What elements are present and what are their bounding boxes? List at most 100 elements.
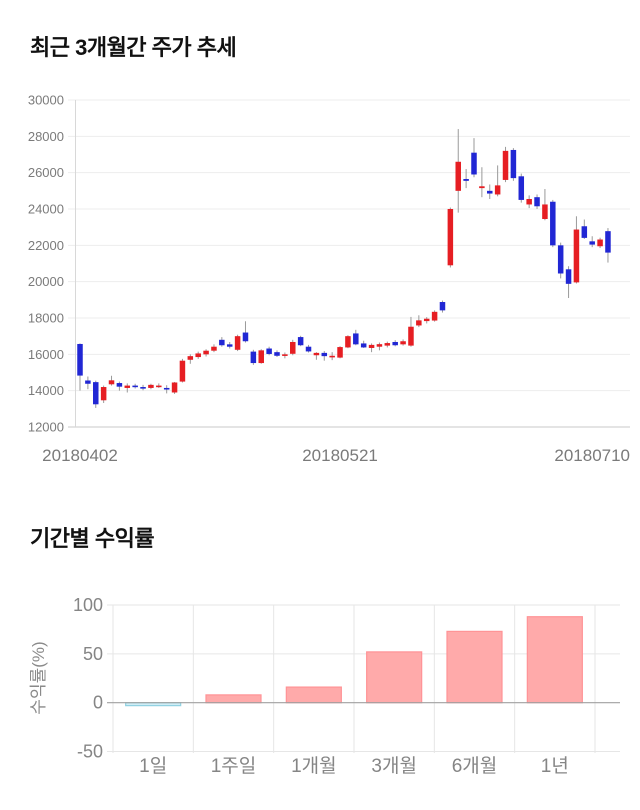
candle-up xyxy=(124,385,131,388)
candle-up xyxy=(203,350,209,355)
candle-down xyxy=(439,302,446,311)
candle-down xyxy=(226,344,233,347)
candle-up xyxy=(148,384,154,388)
candle-up xyxy=(329,355,335,358)
y-axis-tick-label: 100 xyxy=(73,595,103,615)
candle-down xyxy=(550,201,556,246)
candle-up xyxy=(573,229,580,283)
candle-down xyxy=(140,387,146,389)
candle-up xyxy=(187,356,194,360)
candle-down xyxy=(392,341,398,346)
candle-up xyxy=(455,161,461,191)
candle-up xyxy=(542,204,548,219)
y-axis-tick-label: 24000 xyxy=(28,202,64,217)
candle-down xyxy=(305,346,312,352)
candle-down xyxy=(534,197,540,207)
y-axis-tick-label: 16000 xyxy=(28,347,64,362)
candle-down xyxy=(463,179,469,181)
candle-up xyxy=(416,320,422,326)
candle-down xyxy=(471,152,477,175)
candle-up xyxy=(100,387,107,401)
y-axis-tick-label: 14000 xyxy=(28,383,64,398)
candle-down xyxy=(360,343,367,348)
candle-down xyxy=(487,190,493,194)
y-axis-tick-label: 18000 xyxy=(28,311,64,326)
candle-up xyxy=(368,344,375,348)
return-bar xyxy=(366,651,423,704)
return-bar xyxy=(526,616,583,704)
candle-up xyxy=(400,341,406,345)
candle-up xyxy=(258,350,264,364)
x-axis-category-label: 1주일 xyxy=(211,755,257,777)
x-axis-category-label: 6개월 xyxy=(452,755,498,777)
candle-down xyxy=(77,343,83,376)
return-bar xyxy=(205,694,262,704)
y-axis-tick-label: 26000 xyxy=(28,165,64,180)
candle-up xyxy=(313,352,320,356)
y-axis-tick-label: 12000 xyxy=(28,420,64,435)
candle-down xyxy=(242,332,249,342)
candle-down xyxy=(250,351,257,364)
x-axis-category-label: 1일 xyxy=(139,755,167,777)
candle-down xyxy=(565,269,572,284)
candle-up xyxy=(171,382,178,393)
x-axis-category-label: 1년 xyxy=(541,755,569,777)
candle-down xyxy=(132,385,138,388)
candle-up xyxy=(290,341,296,354)
price-chart-title: 최근 3개월간 주가 추세 xyxy=(30,35,237,60)
candle-up xyxy=(282,354,288,356)
candle-up xyxy=(479,186,485,189)
candle-down xyxy=(274,352,280,356)
returns-chart-title: 기간별 수익률 xyxy=(30,526,155,551)
candle-up xyxy=(431,311,438,321)
candle-down xyxy=(297,337,304,346)
candle-up xyxy=(384,343,391,346)
returns-chart: 100 50 0 -50 1일 1주일 1개월 3개월 6개월 1년 수익률(%) xyxy=(29,595,620,777)
candle-down xyxy=(163,387,170,390)
candle-down xyxy=(321,352,328,357)
candle-up xyxy=(234,336,241,350)
candle-down xyxy=(510,149,517,179)
candle-down xyxy=(93,382,99,405)
candle-up xyxy=(526,199,532,205)
y-axis-tick-label: -50 xyxy=(77,742,103,762)
candle-down xyxy=(116,383,123,387)
y-axis-tick-label: 30000 xyxy=(28,93,64,108)
candle-up xyxy=(345,336,351,348)
y-axis-tick-label: 50 xyxy=(83,644,103,664)
x-axis-tick-label: 20180402 xyxy=(42,446,118,465)
candle-down xyxy=(266,348,272,354)
candle-up xyxy=(108,380,115,385)
y-axis-tick-label: 22000 xyxy=(28,238,64,253)
x-axis-tick-label: 20180521 xyxy=(302,446,378,465)
candle-up xyxy=(423,318,430,322)
x-axis-category-label: 3개월 xyxy=(371,755,417,777)
candle-up xyxy=(156,385,162,388)
y-axis-title: 수익률(%) xyxy=(29,641,48,714)
candle-up xyxy=(494,185,501,195)
candle-up xyxy=(447,209,454,266)
candle-down xyxy=(85,380,91,384)
candle-up xyxy=(597,239,603,247)
y-axis-tick-label: 20000 xyxy=(28,274,64,289)
x-axis-category-label: 1개월 xyxy=(291,755,337,777)
candle-down xyxy=(557,245,564,274)
candle-down xyxy=(581,226,588,238)
y-axis-tick-label: 28000 xyxy=(28,129,64,144)
candle-up xyxy=(195,353,201,358)
x-axis-tick-label: 20180710 xyxy=(554,446,630,465)
price-chart: 30000 28000 26000 24000 22000 20000 18000 16000… xyxy=(28,93,630,466)
return-bar xyxy=(285,686,342,704)
candle-up xyxy=(502,150,509,180)
candle-down xyxy=(518,176,525,200)
return-bar xyxy=(446,630,503,704)
candle-down xyxy=(353,333,359,345)
y-axis-tick-label: 0 xyxy=(93,693,103,713)
candle-down xyxy=(219,339,225,346)
candle-up xyxy=(179,360,186,382)
candle-down xyxy=(589,241,595,245)
candle-up xyxy=(211,346,217,351)
candle-up xyxy=(337,347,343,358)
